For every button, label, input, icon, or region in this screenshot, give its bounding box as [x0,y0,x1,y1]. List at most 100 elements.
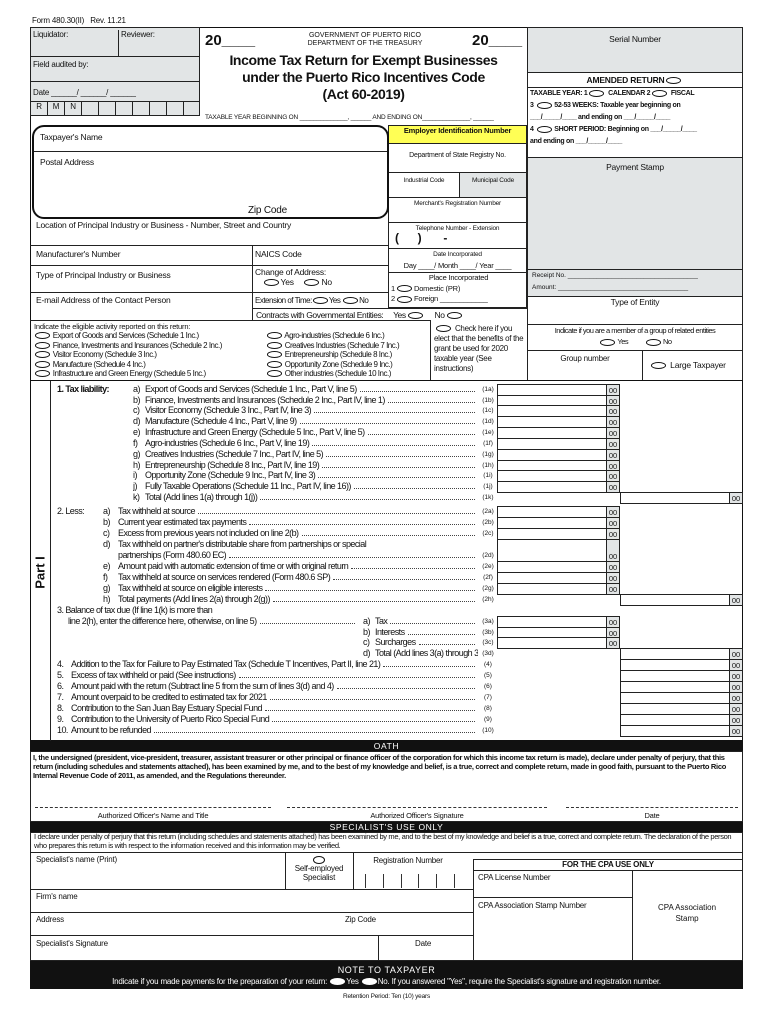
activity-option[interactable]: Visitor Economy (Schedule 3 Inc.) [34,350,222,360]
amount-field[interactable]: 00 [620,594,743,606]
manufacturer-number-field[interactable]: Manufacturer's Number [36,249,121,259]
taxable-year-line[interactable]: TAXABLE YEAR BEGINNING ON ______________… [205,114,494,121]
specialist-text: I declare under penalty of perjury that … [34,832,732,850]
amount-field[interactable]: 00 [620,725,743,737]
reviewer-field[interactable]: Reviewer: [121,30,155,39]
state-registry-field[interactable]: Department of State Registry No. [388,143,527,173]
fiscal-oval[interactable] [652,89,668,97]
line-code: (3d) [482,650,494,657]
cpa-stamp-field[interactable]: CPA Association Stamp [657,903,717,923]
activity-list-left: Export of Goods and Services (Schedule 1… [34,331,222,379]
type-of-entity[interactable]: Type of Entity [527,296,743,325]
amount-field[interactable]: 00 [497,539,620,562]
activity-oval[interactable] [35,360,50,368]
activity-option[interactable]: Manufacture (Schedule 4 Inc.) [34,360,222,370]
activity-oval[interactable] [267,341,282,349]
change-address-no-oval[interactable] [304,279,320,287]
specialist-signature-field[interactable]: Specialist's Signature [36,939,108,948]
date-field[interactable]: Date ______/ ______/ ______ [33,88,136,97]
firm-name-field[interactable]: Firm's name [36,892,78,901]
date-line[interactable] [566,807,738,808]
large-taxpayer: Large Taxpayer [642,350,743,381]
amended-return-oval[interactable] [666,77,682,85]
zip-code-label[interactable]: Zip Code [248,205,287,216]
cpa-stamp-number-field[interactable]: CPA Association Stamp Number [478,901,587,910]
calendar-oval[interactable] [589,89,605,97]
naics-code-field[interactable]: NAICS Code [255,249,302,259]
cpa-license-field[interactable]: CPA License Number [478,873,551,882]
self-employed-oval[interactable] [313,855,325,864]
activity-oval[interactable] [267,332,282,340]
rmn-n[interactable]: N [65,102,82,116]
elect-benefits-oval[interactable] [436,325,451,333]
officer-signature-line[interactable] [287,807,547,808]
note-no-oval[interactable] [361,978,377,986]
activity-oval[interactable] [35,351,50,359]
amount-field[interactable]: 00 [620,492,743,504]
short-period-end[interactable]: and ending on ___/_____/____ [530,138,622,145]
line-text: Tax withheld on partner's distributable … [118,539,367,549]
specialist-date-field[interactable]: Date [415,939,432,948]
activity-option[interactable]: Entrepreneurship (Schedule 8 Inc.) [266,350,399,360]
registration-number-field[interactable]: Registration Number [373,856,443,865]
amount-field[interactable]: 00 [620,659,743,671]
date-incorporated-field[interactable]: Date Incorporated Day ____/ Month ____/ Y… [388,248,527,273]
activity-oval[interactable] [267,351,282,359]
weeks-dates[interactable]: ___/_____/____ and ending on ___/_____/_… [530,114,671,121]
amount-field[interactable]: 00 [497,481,620,493]
form-frame [30,27,743,741]
rmn-r[interactable]: R [31,102,48,116]
domestic-oval[interactable] [396,285,412,293]
line-text: Tax withheld at source on services rende… [118,572,331,582]
cents-cell: 00 [729,671,742,681]
group-yes-oval[interactable] [600,338,616,346]
activity-oval[interactable] [35,370,50,378]
field-audited-label[interactable]: Field audited by: [33,60,89,69]
contracts-no-oval[interactable] [446,312,462,320]
email-field[interactable]: E-mail Address of the Contact Person [36,295,171,305]
type-of-industry-field[interactable]: Type of Principal Industry or Business [36,270,171,280]
extension-yes-oval[interactable] [312,297,328,305]
taxpayer-name-field[interactable]: Taxpayer's Name [40,132,103,142]
ein-field[interactable]: Employer Identification Number [388,125,527,144]
specialist-name-field[interactable]: Specialist's name (Print) [36,855,118,864]
activity-oval[interactable] [35,332,50,340]
activity-label: Export of Goods and Services (Schedule 1… [52,331,199,340]
change-address-yes-oval[interactable] [263,279,279,287]
activity-oval[interactable] [35,341,50,349]
zip-code-field[interactable]: Zip Code [345,915,376,924]
telephone-field[interactable]: Telephone Number - Extension( ) - [388,222,527,249]
liquidator-field[interactable]: Liquidator: [33,30,119,57]
amount-field[interactable]: 00 [497,637,620,649]
line-letter: i) [133,470,137,480]
officer-name-line[interactable] [35,807,271,808]
activity-option[interactable]: Agro-industries (Schedule 6 Inc.) [266,331,399,341]
group-number[interactable]: Group number [527,350,643,381]
foreign-oval[interactable] [396,295,412,303]
location-field[interactable]: Location of Principal Industry or Busine… [36,220,292,230]
postal-address-field[interactable]: Postal Address [40,157,94,167]
activity-option[interactable]: Infrastructure and Green Energy (Schedul… [34,369,222,379]
activity-oval[interactable] [267,370,282,378]
rmn-grid: R M N [31,101,199,116]
group-no-oval[interactable] [646,338,661,346]
merchant-registration-field[interactable]: Merchant's Registration Number [388,197,527,223]
contracts-yes-oval[interactable] [407,312,423,320]
activity-oval[interactable] [267,360,282,368]
short-period-oval[interactable] [537,125,553,133]
amount-field[interactable]: 00 [497,561,620,573]
municipal-code-field[interactable]: Municipal Code [459,172,527,198]
large-taxpayer-oval[interactable] [651,362,666,370]
weeks-oval[interactable] [537,101,553,109]
activity-option[interactable]: Export of Goods and Services (Schedule 1… [34,331,222,341]
industrial-code-field[interactable]: Industrial Code [388,172,460,198]
address-field[interactable]: Address [36,915,64,924]
activity-option[interactable]: Finance, Investments and Insurances (Sch… [34,341,222,351]
activity-option[interactable]: Other industries (Schedule 10 Inc.) [266,369,399,379]
activity-option[interactable]: Opportunity Zone (Schedule 9 Inc.) [266,360,399,370]
extension-no-oval[interactable] [343,297,359,305]
amount-field[interactable]: 00 [497,583,620,595]
activity-option[interactable]: Creatives Industries (Schedule 7 Inc.) [266,341,400,351]
rmn-m[interactable]: M [48,102,65,116]
note-yes-oval[interactable] [330,978,346,986]
